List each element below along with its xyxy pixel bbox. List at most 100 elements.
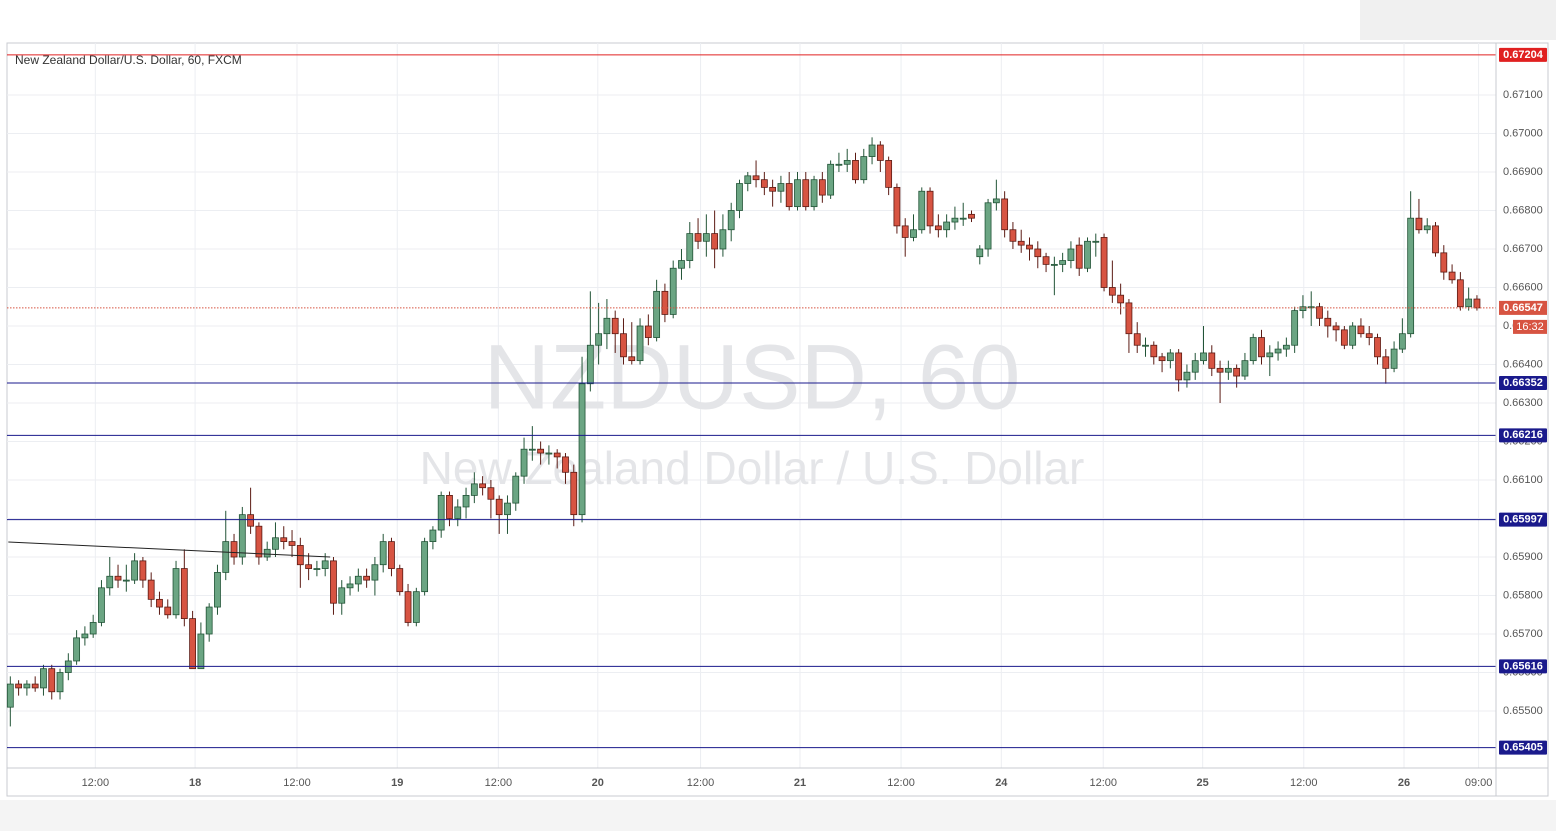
candle-body (852, 160, 859, 181)
candle-body (876, 144, 884, 161)
candle-body (810, 179, 818, 208)
y-tick-label: 0.65500 (1503, 705, 1543, 717)
x-tick-label: 25 (1197, 777, 1209, 789)
watermark-name: New Zealand Dollar / U.S. Dollar (420, 442, 1085, 494)
candle-body (901, 225, 909, 238)
candle-body (968, 213, 975, 219)
level-label-box (1499, 512, 1547, 527)
candle-body (1191, 360, 1199, 373)
candle-body (437, 495, 445, 531)
candle-body (843, 160, 851, 165)
candle-body (1084, 240, 1091, 269)
candle-body (222, 541, 230, 573)
candle-body (1307, 306, 1315, 309)
candle-body (661, 290, 669, 315)
candle-body (238, 514, 246, 558)
x-tick-label: 12:00 (283, 777, 311, 789)
current-price-label: 0.66547 (1503, 302, 1543, 314)
candle-body (214, 572, 221, 608)
candle-body (363, 575, 371, 581)
y-tick-label: 0.67100 (1503, 89, 1543, 101)
candle-body (785, 183, 793, 208)
candle-body (454, 506, 462, 519)
candle-body (1241, 360, 1249, 377)
level-label-box (1499, 375, 1547, 390)
candle-body (15, 683, 23, 689)
candle-body (1332, 325, 1340, 331)
candle-body (321, 560, 329, 569)
chart-frame (6, 42, 1549, 797)
candle-body (48, 668, 56, 693)
candle-body (388, 541, 395, 569)
candle-body (628, 356, 636, 362)
x-tick-label: 26 (1398, 777, 1410, 789)
candle-body (744, 175, 752, 184)
candle-body (396, 568, 404, 593)
candle-body (172, 568, 180, 616)
x-tick-label: 21 (794, 777, 806, 789)
candle-body (1034, 248, 1042, 258)
candle-body (1158, 356, 1166, 362)
candle-body (570, 471, 578, 516)
candle-body (429, 529, 437, 543)
candle-body (1175, 352, 1183, 381)
x-tick-label: 12:00 (887, 777, 915, 789)
candle-body (620, 333, 627, 358)
y-tick-label: 0.66100 (1503, 474, 1543, 486)
candle-body (197, 633, 205, 670)
candle-body (1258, 337, 1265, 358)
candle-body (1398, 333, 1406, 350)
candle-body (1340, 329, 1348, 346)
candle-body (1133, 333, 1141, 346)
candle-body (263, 548, 271, 558)
candle-body (421, 541, 429, 593)
current-price-box (1499, 300, 1547, 315)
candle-body (1142, 344, 1149, 347)
candle-body (769, 186, 777, 192)
candle-body (1001, 198, 1009, 231)
header-strip (1360, 0, 1556, 40)
candle-body (156, 598, 163, 608)
candle-body (1407, 217, 1415, 335)
candle-body (1017, 240, 1025, 246)
candle-body (653, 290, 661, 338)
candle-body (106, 575, 114, 589)
x-tick-label: 19 (391, 777, 403, 789)
candle-body (910, 229, 917, 238)
candle-body (934, 225, 942, 231)
candle-body (23, 683, 31, 689)
candle-body (139, 560, 147, 581)
candle-body (1274, 348, 1282, 354)
candle-body (255, 525, 263, 558)
candle-body (1465, 298, 1473, 308)
candle-body (1440, 252, 1448, 273)
x-tick-label: 09:00 (1465, 777, 1493, 789)
candle-body (479, 483, 487, 489)
candle-body (959, 217, 967, 220)
candle-body (1216, 367, 1224, 373)
candle-body (1324, 317, 1332, 327)
candle-body (6, 683, 14, 708)
candle-body (180, 568, 188, 620)
candle-body (512, 475, 520, 504)
candle-body (1456, 279, 1464, 308)
axes: 0.655000.656000.657000.658000.659000.660… (82, 47, 1547, 789)
candle-body (719, 229, 727, 250)
candle-body (247, 514, 255, 527)
candle-body (1200, 352, 1207, 362)
candle-body (1009, 229, 1017, 242)
y-tick-label: 0.66600 (1503, 281, 1543, 293)
x-tick-label: 12:00 (82, 777, 110, 789)
candle-body (354, 575, 362, 585)
candle-body (553, 452, 561, 458)
y-tick-label: 0.65800 (1503, 589, 1543, 601)
candle-body (1299, 306, 1307, 311)
candle-body (1042, 256, 1050, 265)
level-label-box (1499, 47, 1547, 62)
candle-body (1166, 352, 1174, 362)
candle-body (1183, 371, 1191, 381)
candle-body (122, 579, 130, 582)
watermark-symbol: NZDUSD, 60 (484, 326, 1021, 428)
x-tick-label: 24 (995, 777, 1008, 789)
candle-body (1249, 337, 1257, 362)
